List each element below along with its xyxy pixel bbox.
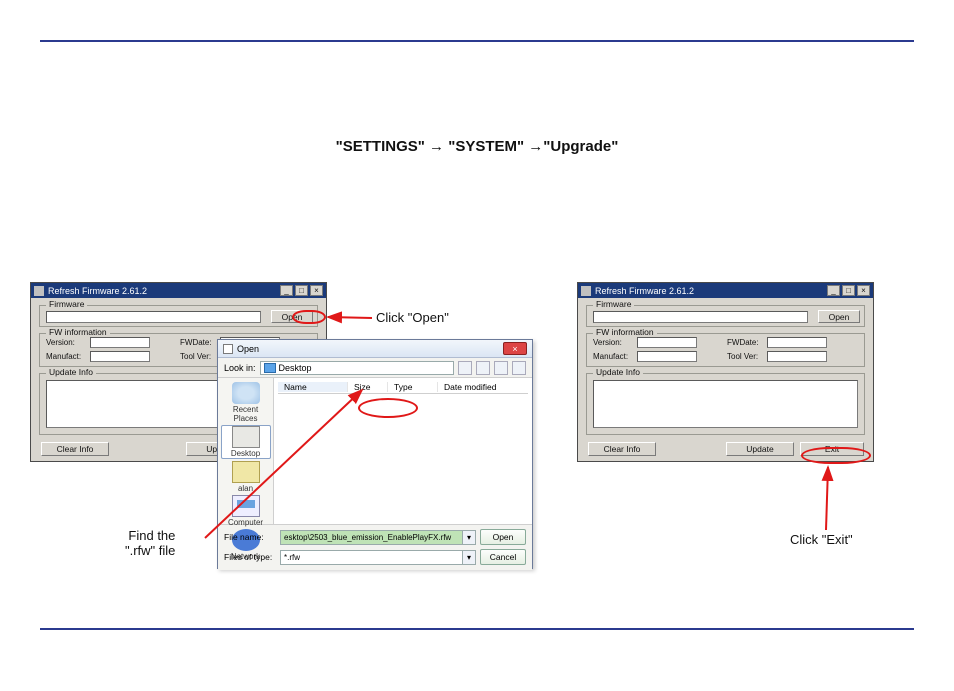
clear-info-button[interactable]: Clear Info bbox=[588, 442, 656, 456]
places-computer[interactable]: Computer bbox=[221, 495, 271, 527]
places-desktop-label: Desktop bbox=[231, 449, 260, 458]
file-name-label: File name: bbox=[224, 532, 276, 542]
maximize-button[interactable]: □ bbox=[295, 285, 308, 296]
firmware-path-input[interactable] bbox=[593, 311, 808, 323]
new-folder-button[interactable] bbox=[494, 361, 508, 375]
label-toolver: Tool Ver: bbox=[180, 352, 211, 361]
breadcrumb-headline: "SETTINGS" → "SYSTEM" →"Upgrade" bbox=[0, 138, 954, 155]
col-date[interactable]: Date modified bbox=[438, 382, 528, 392]
places-recent[interactable]: Recent Places bbox=[221, 382, 271, 423]
label-manufact: Manufact: bbox=[593, 352, 628, 361]
annotation-circle-exit bbox=[801, 447, 871, 464]
close-button[interactable]: × bbox=[310, 285, 323, 296]
group-update-info: Update Info bbox=[586, 373, 865, 435]
file-list[interactable]: Name Size Type Date modified bbox=[274, 378, 532, 524]
close-button[interactable]: × bbox=[503, 342, 527, 355]
computer-icon bbox=[232, 495, 260, 517]
view-menu-button[interactable] bbox=[512, 361, 526, 375]
open-button[interactable]: Open bbox=[818, 310, 860, 323]
places-user[interactable]: alan bbox=[221, 461, 271, 493]
titlebar: Refresh Firmware 2.61.2 _ □ × bbox=[31, 283, 326, 298]
callout-find-rfw: Find the ".rfw" file bbox=[125, 528, 175, 558]
open-dialog-toolbar: Look in: Desktop bbox=[218, 358, 532, 378]
version-field bbox=[90, 337, 150, 348]
places-user-label: alan bbox=[238, 484, 253, 493]
minimize-button[interactable]: _ bbox=[827, 285, 840, 296]
label-version: Version: bbox=[593, 338, 622, 347]
places-bar: Recent Places Desktop alan Computer Netw… bbox=[218, 378, 274, 524]
label-fwdate: FWDate: bbox=[727, 338, 759, 347]
places-computer-label: Computer bbox=[228, 518, 263, 527]
version-field bbox=[637, 337, 697, 348]
folder-icon bbox=[264, 363, 276, 373]
clear-info-button[interactable]: Clear Info bbox=[41, 442, 109, 456]
rule-bottom bbox=[40, 628, 914, 630]
toolver-field bbox=[767, 351, 827, 362]
col-type[interactable]: Type bbox=[388, 382, 438, 392]
minimize-button[interactable]: _ bbox=[280, 285, 293, 296]
col-name[interactable]: Name bbox=[278, 382, 348, 392]
chevron-down-icon[interactable]: ▾ bbox=[462, 531, 475, 544]
window-title: Refresh Firmware 2.61.2 bbox=[48, 286, 278, 296]
label-fwdate: FWDate: bbox=[180, 338, 212, 347]
close-button[interactable]: × bbox=[857, 285, 870, 296]
manufact-field bbox=[90, 351, 150, 362]
document-icon bbox=[223, 344, 233, 354]
group-update-info-legend: Update Info bbox=[46, 367, 96, 377]
recent-icon bbox=[232, 382, 260, 404]
file-list-header[interactable]: Name Size Type Date modified bbox=[278, 380, 528, 394]
label-toolver: Tool Ver: bbox=[727, 352, 758, 361]
dialog-cancel-button[interactable]: Cancel bbox=[480, 549, 526, 565]
desktop-icon bbox=[232, 426, 260, 448]
file-name-input[interactable]: esktop\2503_blue_emission_EnablePlayFX.r… bbox=[280, 530, 476, 545]
col-size[interactable]: Size bbox=[348, 382, 388, 392]
look-in-dropdown[interactable]: Desktop bbox=[260, 361, 454, 375]
annotation-ellipse-filelist bbox=[358, 398, 418, 418]
callout-click-exit: Click "Exit" bbox=[790, 532, 853, 547]
maximize-button[interactable]: □ bbox=[842, 285, 855, 296]
places-desktop[interactable]: Desktop bbox=[221, 425, 271, 459]
open-dialog-title: Open bbox=[237, 344, 503, 354]
chevron-down-icon[interactable]: ▾ bbox=[462, 551, 475, 564]
firmware-path-input[interactable] bbox=[46, 311, 261, 323]
group-firmware: Firmware Open bbox=[39, 305, 318, 327]
annotation-circle-open bbox=[292, 310, 326, 324]
group-firmware-legend: Firmware bbox=[593, 299, 634, 309]
file-name-value: esktop\2503_blue_emission_EnablePlayFX.r… bbox=[284, 533, 451, 542]
callout-find-rfw-line2: ".rfw" file bbox=[125, 543, 175, 558]
window-title: Refresh Firmware 2.61.2 bbox=[595, 286, 825, 296]
rule-top bbox=[40, 40, 914, 42]
up-button[interactable] bbox=[476, 361, 490, 375]
user-folder-icon bbox=[232, 461, 260, 483]
label-manufact: Manufact: bbox=[46, 352, 81, 361]
app-icon bbox=[581, 286, 591, 296]
update-button[interactable]: Update bbox=[726, 442, 794, 456]
open-dialog: Open × Look in: Desktop Recent Places De… bbox=[217, 339, 533, 569]
callout-find-rfw-line1: Find the bbox=[125, 528, 175, 543]
fwdate-field bbox=[767, 337, 827, 348]
refresh-firmware-window-right: Refresh Firmware 2.61.2 _ □ × Firmware O… bbox=[577, 282, 874, 462]
titlebar: Refresh Firmware 2.61.2 _ □ × bbox=[578, 283, 873, 298]
group-fw-info: FW information Version: FWDate: Manufact… bbox=[586, 333, 865, 367]
dialog-open-button[interactable]: Open bbox=[480, 529, 526, 545]
group-firmware-legend: Firmware bbox=[46, 299, 87, 309]
files-of-type-label: Files of type: bbox=[224, 552, 276, 562]
places-recent-label: Recent Places bbox=[233, 405, 258, 423]
group-fw-info-legend: FW information bbox=[593, 327, 657, 337]
look-in-value: Desktop bbox=[279, 363, 312, 373]
back-button[interactable] bbox=[458, 361, 472, 375]
manufact-field bbox=[637, 351, 697, 362]
files-of-type-value: *.rfw bbox=[284, 553, 300, 562]
look-in-label: Look in: bbox=[224, 363, 256, 373]
update-info-textarea[interactable] bbox=[593, 380, 858, 428]
app-icon bbox=[34, 286, 44, 296]
group-update-info-legend: Update Info bbox=[593, 367, 643, 377]
files-of-type-dropdown[interactable]: *.rfw ▾ bbox=[280, 550, 476, 565]
group-fw-info-legend: FW information bbox=[46, 327, 110, 337]
group-firmware: Firmware Open bbox=[586, 305, 865, 327]
callout-click-open: Click "Open" bbox=[376, 310, 449, 325]
label-version: Version: bbox=[46, 338, 75, 347]
open-dialog-titlebar: Open × bbox=[218, 340, 532, 358]
